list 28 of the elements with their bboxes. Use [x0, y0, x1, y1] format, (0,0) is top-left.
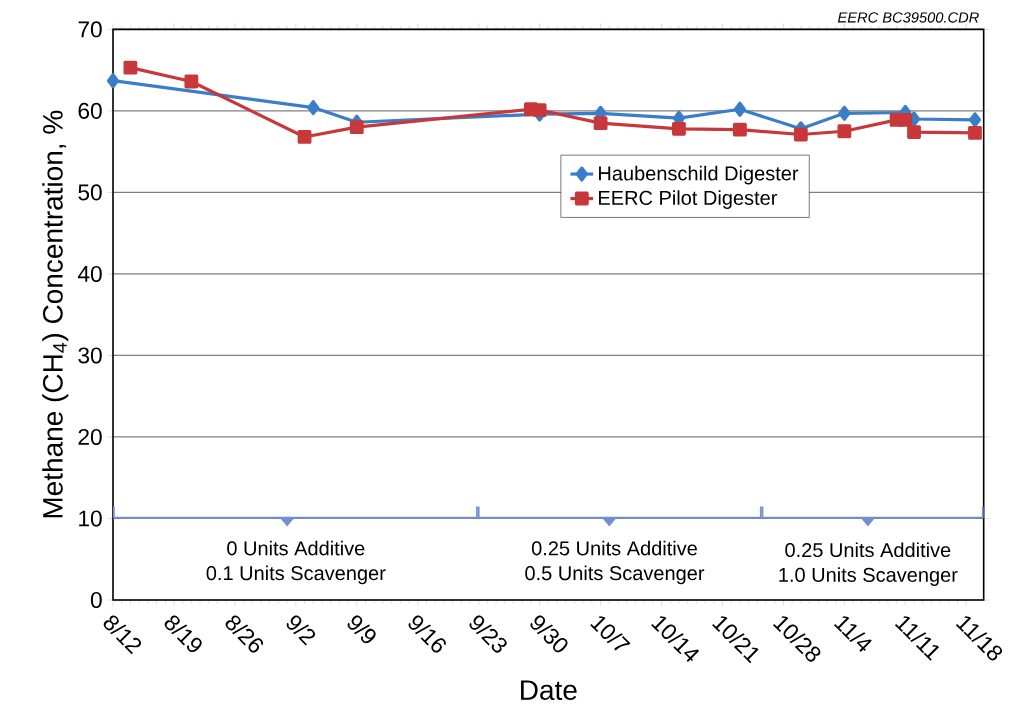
y-tick-label: 40	[77, 265, 102, 282]
y-tick-label: 70	[78, 21, 102, 38]
x-tick-label: 8/26	[225, 615, 264, 653]
y-tick-label: 60	[78, 102, 102, 119]
text: EERC BC39500.CDR	[837, 12, 979, 23]
y-tick-label: 10	[79, 510, 102, 527]
y-tick-label: 50	[78, 184, 102, 201]
x-tick-label: 9/30	[530, 615, 568, 653]
x-tick-label: 10/7	[590, 616, 631, 651]
y-axis-title: Methane (CH$_{4}$) Concentration, %	[42, 110, 69, 518]
annotation: 0.5 Units Scavenger	[525, 565, 705, 585]
x-tick-label: 9/16	[408, 615, 446, 653]
x-axis-title: Date	[521, 680, 577, 701]
annotation: 0 Units Additive	[227, 540, 365, 556]
y-tick-label: 20	[78, 428, 102, 445]
annotation: 0.25 Units Additive	[785, 542, 951, 558]
x-tick-label: 9/2	[286, 615, 316, 646]
legend-label: EERC Pilot Digester	[599, 190, 778, 209]
y-tick-label: 30	[78, 347, 102, 364]
x-tick-label: 9/9	[347, 615, 376, 644]
legend-label: Haubenschild Digester	[599, 165, 799, 185]
annotation: 0.25 Units Additive	[531, 540, 697, 556]
x-tick-label: 11/4	[833, 616, 872, 652]
annotation: 0.1 Units Scavenger	[206, 565, 386, 585]
annotation: 1.0 Units Scavenger	[779, 567, 958, 586]
x-tick-label: 9/23	[469, 615, 507, 653]
y-tick-label: 0	[90, 591, 102, 609]
x-tick-label: 8/19	[164, 615, 202, 653]
